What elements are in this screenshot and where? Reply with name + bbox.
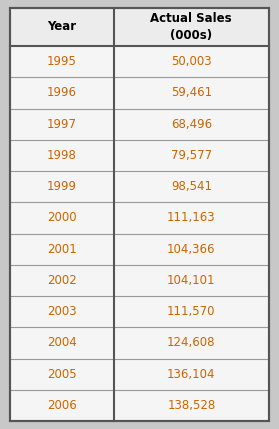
Text: 2005: 2005: [47, 368, 77, 381]
Text: 1999: 1999: [47, 180, 77, 193]
Text: 111,163: 111,163: [167, 211, 216, 224]
Text: 2001: 2001: [47, 243, 77, 256]
Bar: [114, 265, 269, 296]
Text: 2006: 2006: [47, 399, 77, 412]
Text: 98,541: 98,541: [171, 180, 212, 193]
Text: 2004: 2004: [47, 336, 77, 349]
Text: 2003: 2003: [47, 305, 77, 318]
Bar: [10, 233, 114, 265]
Bar: [10, 265, 114, 296]
Text: 111,570: 111,570: [167, 305, 216, 318]
Bar: [114, 296, 269, 327]
Text: 2000: 2000: [47, 211, 77, 224]
Text: 1995: 1995: [47, 55, 77, 68]
Text: 1998: 1998: [47, 149, 77, 162]
Bar: [114, 46, 269, 77]
Bar: [10, 202, 114, 233]
Bar: [114, 8, 269, 46]
Text: 104,366: 104,366: [167, 243, 216, 256]
Text: 59,461: 59,461: [171, 86, 212, 100]
Text: 138,528: 138,528: [167, 399, 215, 412]
Text: Year: Year: [47, 21, 76, 33]
Bar: [10, 327, 114, 359]
Bar: [114, 233, 269, 265]
Text: 1997: 1997: [47, 118, 77, 130]
Bar: [10, 390, 114, 421]
Bar: [114, 109, 269, 140]
Text: 79,577: 79,577: [171, 149, 212, 162]
Text: 136,104: 136,104: [167, 368, 216, 381]
Bar: [10, 359, 114, 390]
Bar: [114, 140, 269, 171]
Text: 1996: 1996: [47, 86, 77, 100]
Bar: [10, 171, 114, 202]
Text: 104,101: 104,101: [167, 274, 216, 287]
Text: 124,608: 124,608: [167, 336, 216, 349]
Bar: [10, 296, 114, 327]
Bar: [114, 171, 269, 202]
Text: 68,496: 68,496: [171, 118, 212, 130]
Bar: [10, 8, 114, 46]
Text: 2002: 2002: [47, 274, 77, 287]
Text: 50,003: 50,003: [171, 55, 211, 68]
Bar: [10, 46, 114, 77]
Bar: [114, 390, 269, 421]
Bar: [10, 77, 114, 109]
Bar: [114, 77, 269, 109]
Bar: [10, 109, 114, 140]
Bar: [10, 140, 114, 171]
Bar: [114, 327, 269, 359]
Bar: [114, 202, 269, 233]
Bar: [114, 359, 269, 390]
Text: Actual Sales
(000s): Actual Sales (000s): [150, 12, 232, 42]
